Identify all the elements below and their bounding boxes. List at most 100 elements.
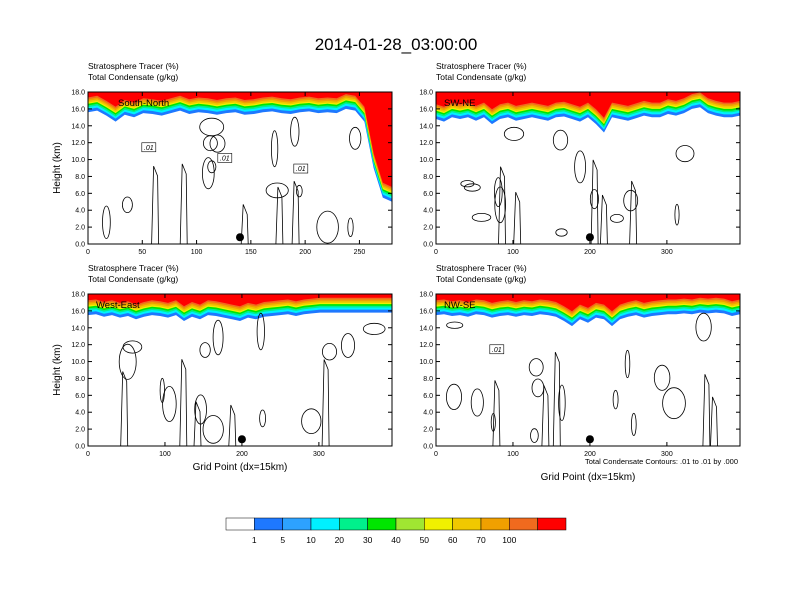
figure-title: 2014-01-28_03:00:00 (315, 35, 478, 54)
y-tick-label: 18.0 (419, 292, 433, 299)
contour-tower (193, 401, 202, 446)
x-tick-label: 50 (138, 249, 146, 256)
colorbar-label: 1 (252, 535, 257, 545)
y-tick-label: 2.0 (423, 225, 433, 232)
y-tick-label: 6.0 (423, 191, 433, 198)
x-tick-label: 200 (299, 249, 311, 256)
panel-subtitle-condensate: Total Condensate (g/kg) (88, 72, 178, 82)
y-tick-label: 10.0 (71, 157, 85, 164)
condensate-contours (460, 126, 695, 244)
contour-cell (528, 358, 544, 377)
y-tick-label: 16.0 (71, 106, 85, 113)
y-tick-label: 14.0 (419, 123, 433, 130)
contour-cell (612, 389, 619, 410)
contour-cell (118, 343, 137, 380)
y-tick-label: 12.0 (71, 342, 85, 349)
panel-top-left: Stratosphere Tracer (%)Total Condensate … (52, 61, 393, 256)
contour-cell (207, 160, 217, 174)
contour-cell (349, 126, 362, 150)
y-tick-label: 8.0 (423, 376, 433, 383)
y-tick-label: 14.0 (71, 325, 85, 332)
x-tick-label: 200 (584, 451, 596, 458)
panel-top-right: Stratosphere Tracer (%)Total Condensate … (419, 61, 741, 256)
y-tick-label: 10.0 (71, 359, 85, 366)
panel-bottom-right: Stratosphere Tracer (%)Total Condensate … (419, 263, 741, 483)
contour-cell (675, 145, 695, 163)
y-tick-label: 18.0 (71, 90, 85, 97)
contour-cell (362, 322, 386, 335)
contour-label-box (217, 153, 233, 163)
x-tick-label: 200 (236, 451, 248, 458)
contour-cell (610, 213, 624, 223)
contour-cell (199, 342, 211, 358)
colorbar: 1 5 10 20 30 40 50 60 70 100 (225, 517, 567, 545)
location-marker (585, 233, 594, 242)
x-tick-label: 100 (191, 249, 203, 256)
contour-label-box (141, 142, 157, 153)
contour-label: .01 (296, 166, 306, 173)
contour-tower (498, 166, 506, 244)
x-axis-label: Grid Point (dx=15km) (193, 462, 288, 473)
panel-label: West-East (96, 300, 140, 311)
contour-cell (630, 412, 637, 436)
x-tick-label: 300 (313, 451, 325, 458)
y-tick-label: 12.0 (419, 342, 433, 349)
panel-subtitle-tracer: Stratosphere Tracer (%) (436, 61, 527, 71)
condensate-contours (118, 312, 386, 446)
y-tick-label: 0.0 (75, 242, 85, 249)
x-tick-label: 0 (434, 249, 438, 256)
contour-label: .01 (144, 145, 154, 152)
colorbar-label: 5 (280, 535, 285, 545)
tracer-band-9 (88, 294, 392, 307)
contour-cell (301, 408, 322, 435)
tracer-field (436, 92, 740, 133)
colorbar-swatch (254, 517, 283, 531)
x-tick-label: 0 (86, 451, 90, 458)
y-tick-label: 8.0 (423, 174, 433, 181)
x-tick-label: 150 (245, 249, 257, 256)
panel-bottom-left: Stratosphere Tracer (%)Total Condensate … (52, 263, 393, 473)
contour-cell (159, 377, 165, 403)
x-axis-label: Grid Point (dx=15km) (541, 472, 636, 483)
panel-subtitle-tracer: Stratosphere Tracer (%) (436, 263, 527, 273)
x-tick-label: 100 (507, 249, 519, 256)
plot-frame (435, 91, 741, 245)
y-tick-label: 14.0 (419, 325, 433, 332)
contour-tower (120, 371, 129, 446)
y-tick-label: 8.0 (75, 174, 85, 181)
contour-tower (541, 385, 550, 446)
x-tick-label: 0 (86, 249, 90, 256)
contour-cell (558, 384, 566, 421)
contour-tower (710, 396, 718, 446)
x-tick-label: 100 (159, 451, 171, 458)
location-marker (236, 233, 244, 242)
colorbar-label: 60 (448, 535, 458, 545)
panels: Stratosphere Tracer (%) Total Condensate … (52, 61, 741, 483)
contour-cell (471, 212, 492, 222)
contour-cell (463, 183, 481, 192)
x-tick-label: 250 (354, 249, 366, 256)
colorbar-swatch (509, 517, 538, 531)
contour-cell (555, 228, 568, 237)
y-tick-label: 16.0 (71, 308, 85, 315)
colorbar-swatch (395, 517, 425, 531)
contour-tower (179, 359, 188, 446)
contour-cell (662, 387, 686, 420)
contour-tower (240, 204, 249, 244)
y-axis-label: Height (km) (52, 344, 63, 396)
x-tick-label: 300 (661, 451, 673, 458)
contour-cell (290, 116, 300, 147)
contour-cell (347, 217, 354, 238)
plot-frame (87, 293, 393, 447)
contour-cell (695, 312, 712, 342)
contour-cell (202, 415, 224, 444)
contour-cell (162, 385, 177, 422)
location-marker (585, 435, 594, 444)
tracer-field (88, 92, 392, 202)
y-tick-label: 8.0 (75, 376, 85, 383)
y-tick-label: 12.0 (71, 140, 85, 147)
y-tick-label: 18.0 (419, 90, 433, 97)
contour-label-box (293, 163, 309, 174)
contour-cell (102, 205, 111, 239)
contour-cell (530, 428, 539, 443)
